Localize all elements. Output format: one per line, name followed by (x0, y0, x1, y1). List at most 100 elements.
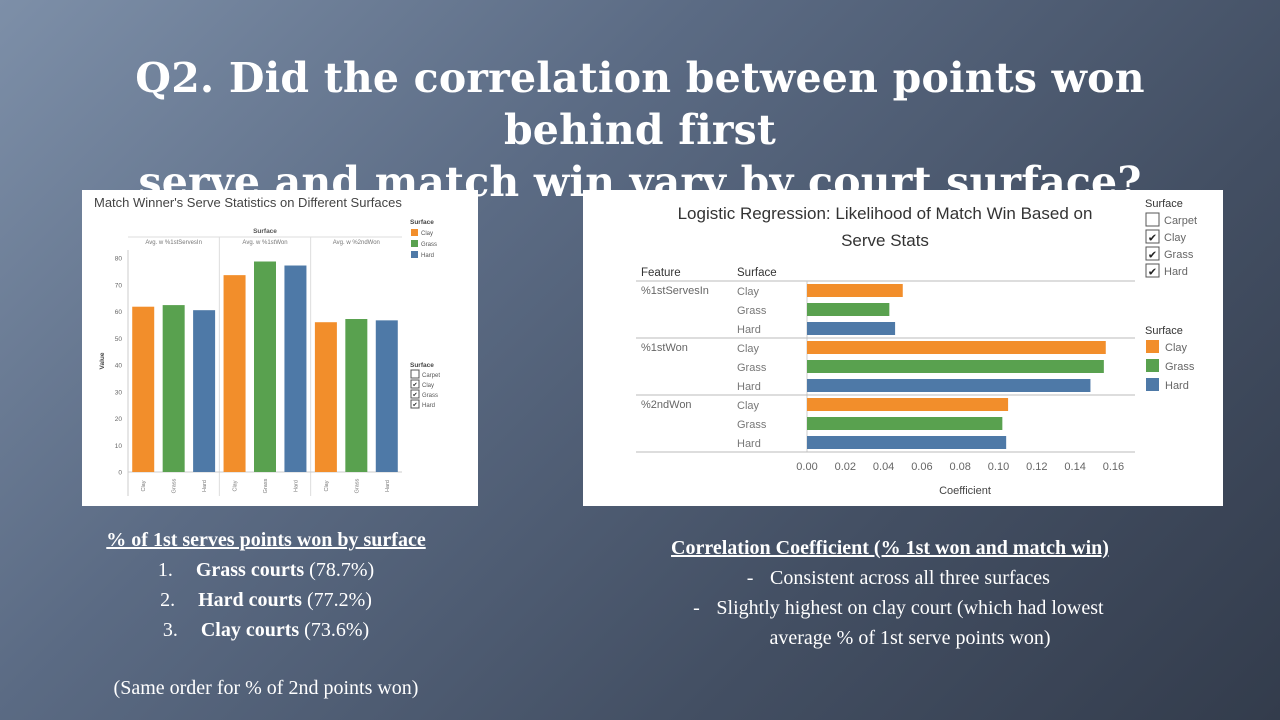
filter-label: Grass (1164, 249, 1194, 261)
bar-hard (807, 379, 1091, 392)
correlation-bullet: - Slightly highest on clay court (which h… (693, 597, 1104, 619)
bar-clay (807, 284, 903, 297)
filter-carpet-checkbox (410, 369, 420, 379)
filter-label: Clay (1164, 232, 1187, 244)
legend-swatch-hard (411, 251, 418, 258)
filter-label: Hard (1164, 266, 1188, 278)
surface-label: Hard (737, 438, 761, 450)
filter-grass-check-icon: ✔ (412, 393, 417, 399)
y-axis-label: Value (99, 352, 106, 369)
y-tick-label: 50 (115, 336, 123, 343)
surface-label: Hard (737, 381, 761, 393)
legend-label: Clay (421, 231, 433, 237)
legend-title: Surface (410, 219, 434, 226)
legend-label: Hard (1165, 380, 1189, 392)
bar-grass (254, 261, 276, 472)
bar-clay (314, 322, 337, 472)
legend-swatch-clay (1146, 340, 1159, 353)
bar-clay (807, 398, 1009, 411)
surface-label: Grass (737, 305, 767, 317)
surface-label: Clay (737, 286, 760, 298)
chart-title: Match Winner's Serve Statistics on Diffe… (94, 195, 402, 210)
x-tick-label: 0.14 (1064, 461, 1085, 473)
bar-clay (807, 341, 1106, 354)
chart-title: Serve Stats (841, 231, 929, 250)
filter-grass-checkbox (410, 389, 420, 399)
bar-hard (807, 322, 896, 335)
bar-grass (807, 360, 1104, 373)
x-tick-label: 0.08 (950, 461, 971, 473)
filter-grass-checkbox (1145, 246, 1160, 261)
filter-title: Surface (410, 362, 434, 369)
bar-hard (284, 265, 307, 472)
bar-grass (345, 319, 368, 472)
surface-label: Clay (737, 343, 760, 355)
filter-hard-check-icon: ✔ (1148, 267, 1157, 279)
y-tick-label: 80 (115, 256, 123, 263)
serve-stats-chart-panel: Match Winner's Serve Statistics on Diffe… (82, 190, 478, 506)
x-tick-label: Clay (141, 480, 147, 491)
legend-label: Clay (1165, 342, 1188, 354)
filter-label: Carpet (422, 373, 440, 379)
bar-grass (807, 417, 1003, 430)
y-tick-label: 70 (115, 282, 123, 289)
column-header: Surface (253, 228, 277, 235)
legend-title: Surface (1145, 325, 1183, 337)
filter-hard-check-icon: ✔ (412, 403, 417, 409)
x-tick-label: Hard (293, 480, 299, 492)
x-tick-label: 0.00 (796, 461, 817, 473)
ranking-item: 2. Hard courts (77.2%) (160, 589, 372, 611)
surface-ranking-heading: % of 1st serves points won by surface (106, 529, 426, 551)
surface-ranking-notes: % of 1st serves points won by surface 1.… (60, 525, 472, 703)
y-tick-label: 60 (115, 309, 123, 316)
x-tick-label: Grass (172, 478, 178, 493)
legend-label: Grass (421, 242, 437, 248)
x-tick-label: 0.12 (1026, 461, 1047, 473)
logistic-regression-chart: Logistic Regression: Likelihood of Match… (636, 198, 1197, 497)
surface-label: Hard (737, 324, 761, 336)
surface-label: Clay (737, 400, 760, 412)
filter-title: Surface (1145, 198, 1183, 210)
ranking-item: 1. Grass courts (78.7%) (157, 559, 375, 581)
x-axis-label: Coefficient (939, 485, 991, 497)
filter-clay-checkbox (1145, 229, 1160, 244)
x-tick-label: 0.16 (1103, 461, 1124, 473)
y-tick-label: 40 (115, 363, 123, 370)
ranking-footnote: (Same order for % of 2nd points won) (113, 677, 419, 699)
group-header: Avg. w %1stServesIn (145, 240, 202, 246)
x-tick-label: 0.10 (988, 461, 1009, 473)
x-tick-label: Grass (263, 478, 269, 493)
bar-grass (807, 303, 890, 316)
filter-clay-check-icon: ✔ (1148, 233, 1157, 245)
y-tick-label: 0 (118, 470, 122, 477)
x-tick-label: Hard (202, 480, 208, 492)
correlation-heading: Correlation Coefficient (% 1st won and m… (671, 537, 1109, 559)
filter-grass-check-icon: ✔ (1148, 250, 1157, 262)
legend-swatch-grass (1146, 359, 1159, 372)
bar-hard (807, 436, 1007, 449)
filter-hard-checkbox (410, 399, 420, 409)
filter-clay-checkbox (410, 379, 420, 389)
filter-hard-checkbox (1145, 263, 1160, 278)
bar-hard (193, 310, 216, 472)
x-tick-label: Clay (324, 480, 330, 491)
filter-label: Grass (422, 393, 438, 399)
legend-swatch-hard (1146, 378, 1159, 391)
surface-label: Grass (737, 419, 767, 431)
ranking-item: 3. Clay courts (73.6%) (162, 619, 370, 641)
filter-clay-check-icon: ✔ (412, 383, 417, 389)
x-tick-label: Grass (354, 478, 360, 493)
correlation-bullet: - Consistent across all three surfaces (746, 567, 1050, 589)
bar-hard (375, 320, 398, 472)
group-header: Avg. w %2ndWon (333, 240, 380, 246)
filter-carpet-checkbox (1145, 212, 1160, 227)
feature-label: %1stServesIn (641, 285, 709, 297)
surface-label: Grass (737, 362, 767, 374)
column-header-feature: Feature (641, 267, 681, 279)
y-tick-label: 10 (115, 443, 123, 450)
x-tick-label: Clay (233, 480, 239, 491)
bar-clay (223, 275, 246, 472)
filter-label: Clay (422, 383, 434, 389)
column-header-surface: Surface (737, 267, 777, 279)
y-tick-label: 30 (115, 389, 123, 396)
